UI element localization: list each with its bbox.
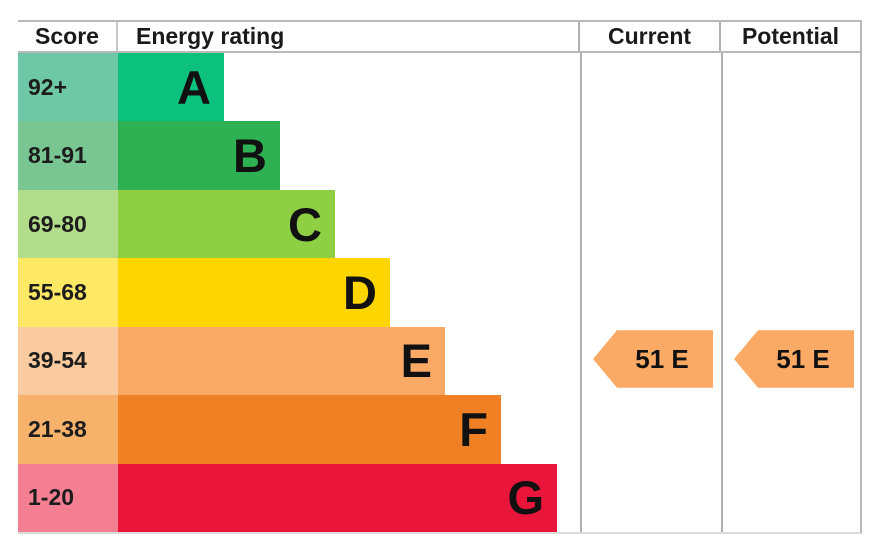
table-header: Score Energy rating Current Potential: [18, 22, 860, 53]
potential-column-header: Potential: [719, 22, 860, 51]
score-column-header: Score: [18, 22, 118, 51]
score-range-d: 55-68: [18, 258, 118, 327]
band-row-c: 69-80 C: [18, 189, 860, 259]
band-letter-b: B: [233, 129, 267, 183]
band-letter-e: E: [400, 334, 432, 388]
band-row-d: 55-68 D: [18, 258, 860, 327]
score-range-g: 1-20: [18, 463, 118, 532]
chart-body: 92+ A 81-91 B 69-80 C 55-68 D 39-54 E 21…: [18, 53, 860, 532]
score-range-c: 69-80: [18, 189, 118, 259]
score-range-f: 21-38: [18, 395, 118, 464]
band-row-e: 39-54 E: [18, 326, 860, 396]
current-column-left-divider: [580, 53, 582, 532]
potential-rating-label: 51 E: [776, 343, 830, 374]
energy-rating-column-header: Energy rating: [136, 23, 285, 49]
rating-bar-f: F: [118, 395, 501, 464]
rating-bar-e: E: [118, 326, 445, 396]
band-row-f: 21-38 F: [18, 395, 860, 464]
band-letter-d: D: [343, 265, 377, 319]
band-row-a: 92+ A: [18, 53, 860, 122]
current-rating-label: 51 E: [635, 343, 689, 374]
band-row-g: 1-20 G: [18, 463, 860, 532]
current-potential-divider: [721, 53, 723, 532]
band-letter-g: G: [507, 471, 544, 525]
score-range-b: 81-91: [18, 121, 118, 190]
band-letter-f: F: [459, 402, 488, 456]
rating-bar-d: D: [118, 258, 390, 327]
band-letter-c: C: [288, 197, 322, 251]
rating-bar-a: A: [118, 53, 224, 122]
band-letter-a: A: [177, 60, 211, 114]
epc-table: Score Energy rating Current Potential 92…: [18, 20, 862, 534]
current-column-header: Current: [578, 22, 719, 51]
rating-bar-c: C: [118, 189, 335, 259]
rating-bar-g: G: [118, 463, 557, 532]
score-range-a: 92+: [18, 53, 118, 122]
potential-rating-arrow: 51 E: [734, 330, 854, 388]
band-row-b: 81-91 B: [18, 121, 860, 190]
current-rating-arrow: 51 E: [593, 330, 713, 388]
rating-bar-b: B: [118, 121, 280, 190]
score-range-e: 39-54: [18, 326, 118, 396]
